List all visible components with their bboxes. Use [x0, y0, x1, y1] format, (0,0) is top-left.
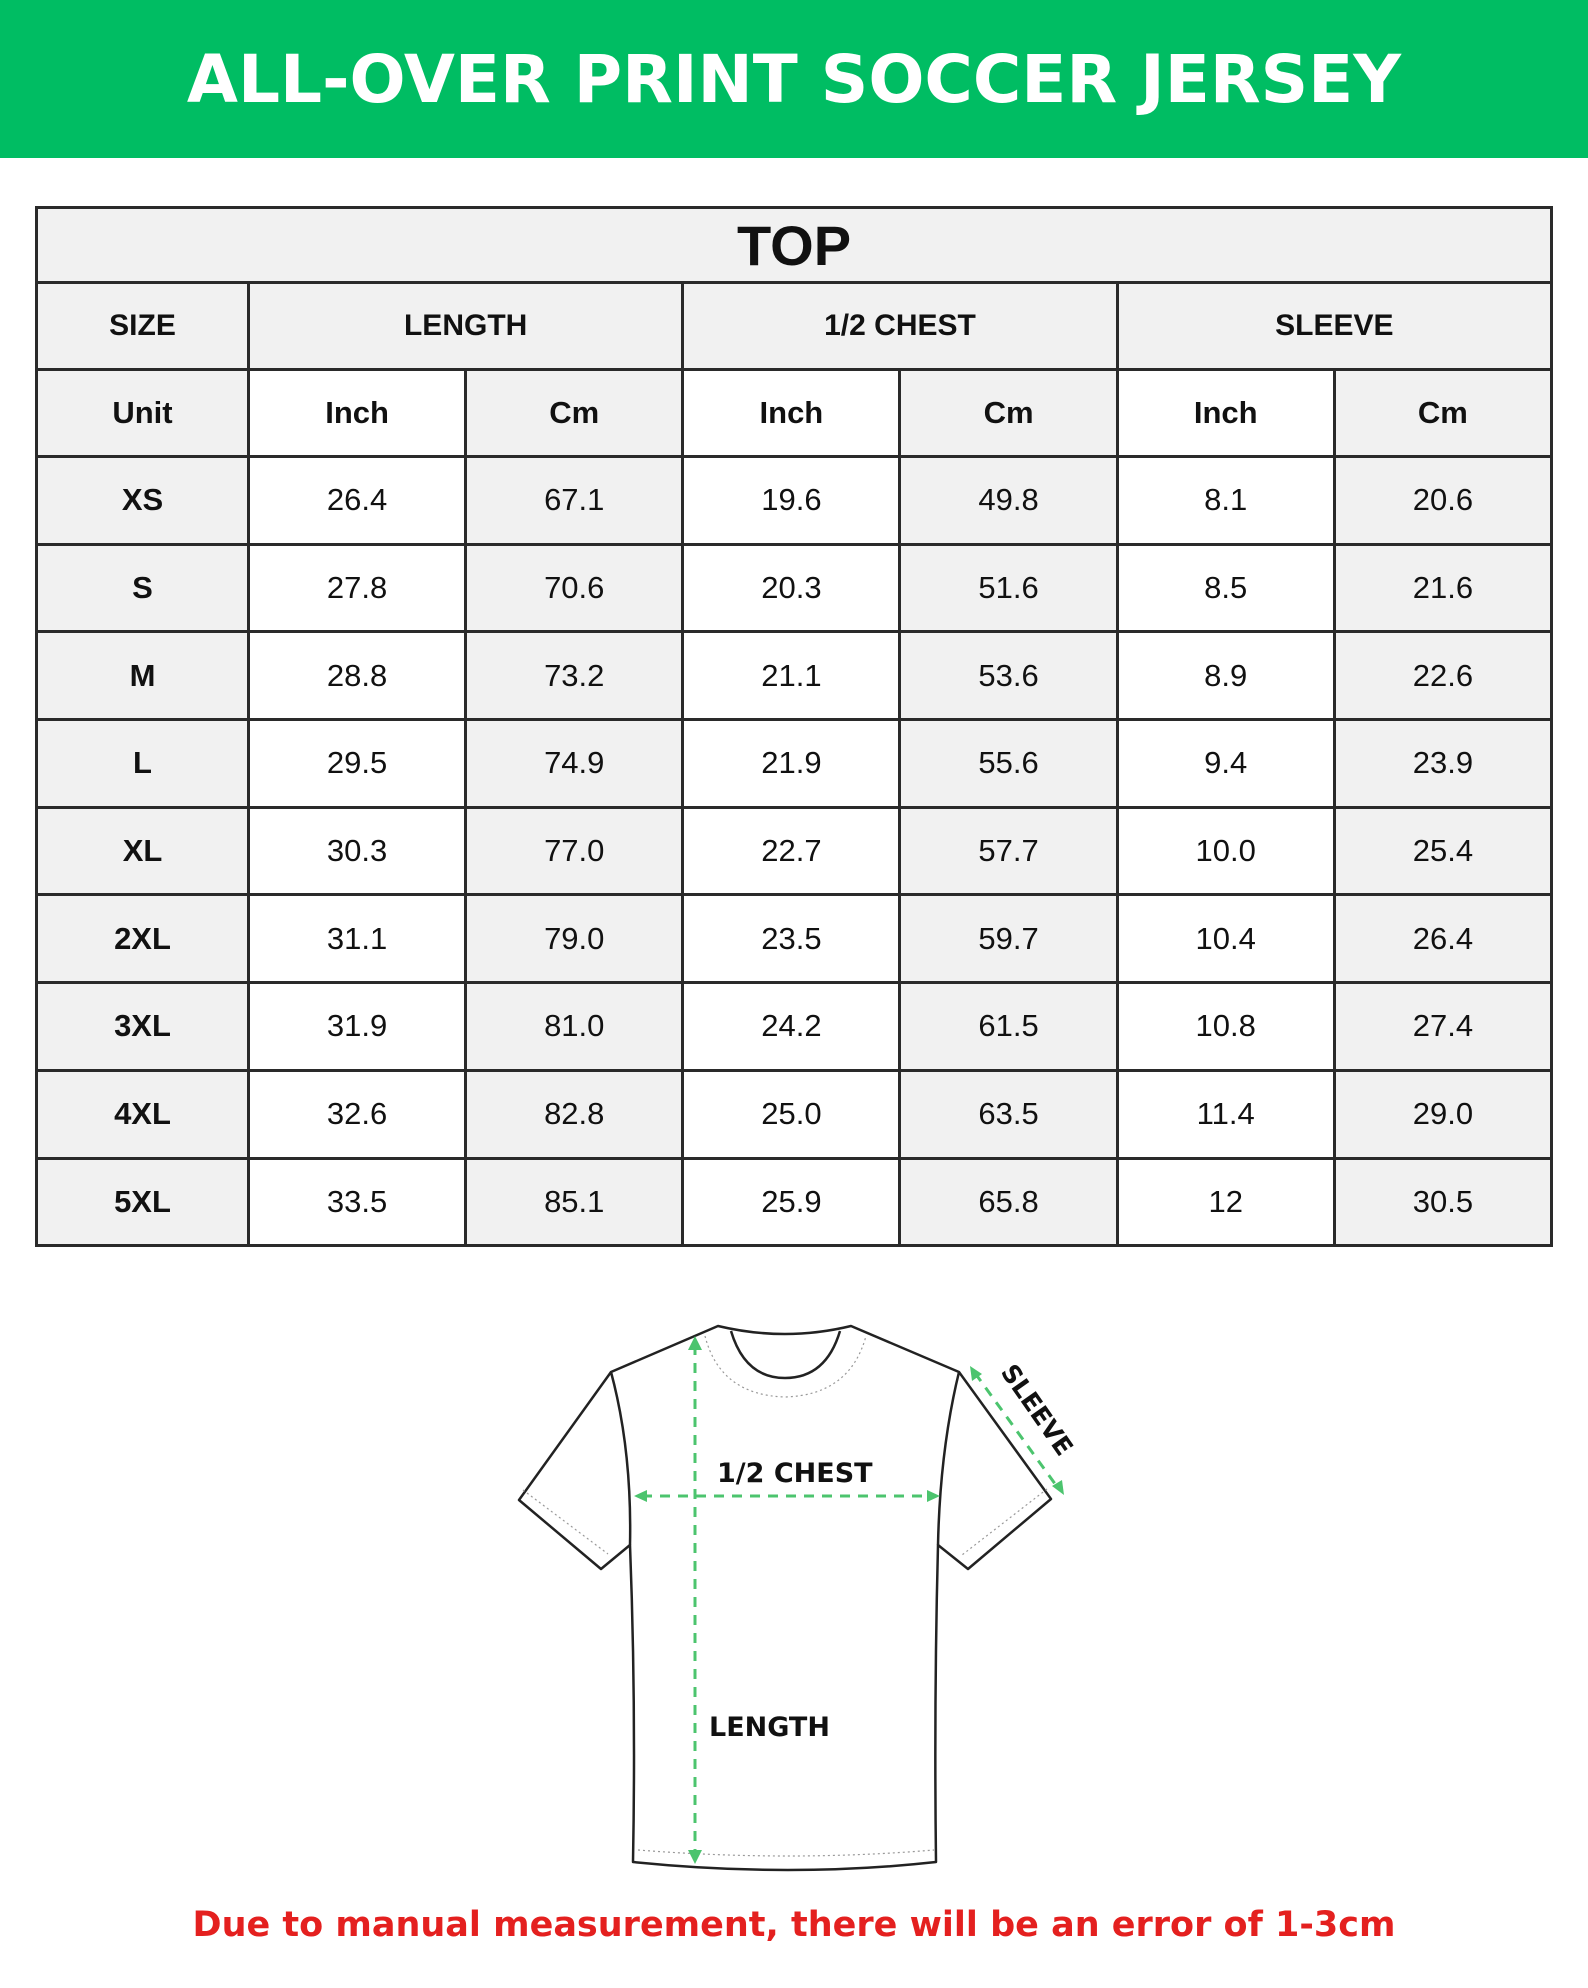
sleeve-cm-cell: 23.9: [1332, 718, 1554, 809]
chest-cm-cell: 63.5: [898, 1068, 1119, 1160]
unit-inch: Inch: [681, 368, 902, 458]
chest-inch-cell: 24.2: [681, 981, 902, 1072]
size-chart-table: TOP SIZE LENGTH 1/2 CHEST SLEEVE Unit In…: [35, 206, 1554, 1248]
length-cm-cell: 73.2: [464, 630, 685, 722]
sleeve-arrow: [973, 1372, 1060, 1489]
chest-cm-cell: 49.8: [898, 455, 1119, 546]
length-inch-cell: 26.4: [246, 455, 468, 546]
unit-inch: Inch: [246, 368, 468, 458]
length-inch-cell: 32.6: [246, 1068, 468, 1160]
chest-inch-cell: 19.6: [681, 455, 902, 546]
length-inch-cell: 31.1: [246, 893, 468, 985]
tshirt-outline: [517, 1324, 1053, 1872]
size-cell: 5XL: [35, 1156, 250, 1248]
length-inch-cell: 30.3: [246, 805, 468, 897]
size-cell: 2XL: [35, 893, 250, 985]
length-cm-cell: 81.0: [464, 981, 685, 1072]
chest-cm-cell: 53.6: [898, 630, 1119, 722]
size-cell: 4XL: [35, 1068, 250, 1160]
sleeve-cm-cell: 26.4: [1332, 893, 1554, 985]
unit-cm: Cm: [898, 368, 1119, 458]
sleeve-inch-cell: 12: [1115, 1156, 1336, 1248]
size-cell: M: [35, 630, 250, 722]
length-inch-cell: 33.5: [246, 1156, 468, 1248]
sleeve-inch-cell: 8.1: [1115, 455, 1336, 546]
sleeve-cm-cell: 30.5: [1332, 1156, 1554, 1248]
unit-inch: Inch: [1115, 368, 1336, 458]
table-row: L 29.5 74.9 21.9 55.6 9.4 23.9: [35, 718, 1554, 809]
sleeve-inch-cell: 8.9: [1115, 630, 1336, 722]
chest-inch-cell: 25.0: [681, 1068, 902, 1160]
table-row: XL 30.3 77.0 22.7 57.7 10.0 25.4: [35, 805, 1554, 897]
table-row: XS 26.4 67.1 19.6 49.8 8.1 20.6: [35, 455, 1554, 546]
chest-inch-cell: 21.1: [681, 630, 902, 722]
sleeve-cm-cell: 22.6: [1332, 630, 1554, 722]
chest-inch-cell: 23.5: [681, 893, 902, 985]
sleeve-inch-cell: 10.4: [1115, 893, 1336, 985]
length-cm-cell: 85.1: [464, 1156, 685, 1248]
table-row: 4XL 32.6 82.8 25.0 63.5 11.4 29.0: [35, 1068, 1554, 1160]
header-length: LENGTH: [246, 281, 685, 371]
length-cm-cell: 79.0: [464, 893, 685, 985]
title-banner: ALL-OVER PRINT SOCCER JERSEY: [0, 0, 1588, 158]
chest-inch-cell: 22.7: [681, 805, 902, 897]
sleeve-inch-cell: 9.4: [1115, 718, 1336, 809]
length-inch-cell: 27.8: [246, 542, 468, 634]
sleeve-inch-cell: 11.4: [1115, 1068, 1336, 1160]
sleeve-inch-cell: 10.0: [1115, 805, 1336, 897]
chest-label: 1/2 CHEST: [717, 1458, 873, 1489]
chest-cm-cell: 57.7: [898, 805, 1119, 897]
size-cell: XS: [35, 455, 250, 546]
table-row: 5XL 33.5 85.1 25.9 65.8 12 30.5: [35, 1156, 1554, 1248]
length-cm-cell: 77.0: [464, 805, 685, 897]
length-cm-cell: 74.9: [464, 718, 685, 809]
unit-cm: Cm: [464, 368, 685, 458]
measure-arrows: [642, 1345, 1060, 1855]
unit-label: Unit: [35, 368, 250, 458]
page-title: ALL-OVER PRINT SOCCER JERSEY: [186, 40, 1402, 118]
chest-inch-cell: 20.3: [681, 542, 902, 634]
chest-cm-cell: 55.6: [898, 718, 1119, 809]
table-row: M 28.8 73.2 21.1 53.6 8.9 22.6: [35, 630, 1554, 722]
table-row: S 27.8 70.6 20.3 51.6 8.5 21.6: [35, 542, 1554, 634]
size-cell: 3XL: [35, 981, 250, 1072]
length-cm-cell: 82.8: [464, 1068, 685, 1160]
length-inch-cell: 31.9: [246, 981, 468, 1072]
table-row: 3XL 31.9 81.0 24.2 61.5 10.8 27.4: [35, 981, 1554, 1072]
length-inch-cell: 29.5: [246, 718, 468, 809]
arrowheads: [634, 1336, 1064, 1864]
chest-inch-cell: 21.9: [681, 718, 902, 809]
chest-cm-cell: 59.7: [898, 893, 1119, 985]
header-sleeve: SLEEVE: [1115, 281, 1554, 371]
size-cell: S: [35, 542, 250, 634]
size-cell: XL: [35, 805, 250, 897]
section-title: TOP: [35, 206, 1553, 284]
sleeve-cm-cell: 27.4: [1332, 981, 1554, 1072]
sleeve-inch-cell: 8.5: [1115, 542, 1336, 634]
measurement-note: Due to manual measurement, there will be…: [192, 1905, 1396, 1945]
chest-cm-cell: 61.5: [898, 981, 1119, 1072]
chest-cm-cell: 51.6: [898, 542, 1119, 634]
sleeve-cm-cell: 29.0: [1332, 1068, 1554, 1160]
sleeve-inch-cell: 10.8: [1115, 981, 1336, 1072]
sleeve-cm-cell: 21.6: [1332, 542, 1554, 634]
length-cm-cell: 70.6: [464, 542, 685, 634]
sleeve-cm-cell: 25.4: [1332, 805, 1554, 897]
sleeve-cm-cell: 20.6: [1332, 455, 1554, 546]
header-chest: 1/2 CHEST: [681, 281, 1119, 371]
chest-cm-cell: 65.8: [898, 1156, 1119, 1248]
length-inch-cell: 28.8: [246, 630, 468, 722]
size-cell: L: [35, 718, 250, 809]
chest-inch-cell: 25.9: [681, 1156, 902, 1248]
stitching: [522, 1335, 1048, 1857]
unit-cm: Cm: [1332, 368, 1554, 458]
header-size: SIZE: [35, 281, 250, 371]
length-label: LENGTH: [709, 1712, 830, 1743]
length-cm-cell: 67.1: [464, 455, 685, 546]
table-row: 2XL 31.1 79.0 23.5 59.7 10.4 26.4: [35, 893, 1554, 985]
